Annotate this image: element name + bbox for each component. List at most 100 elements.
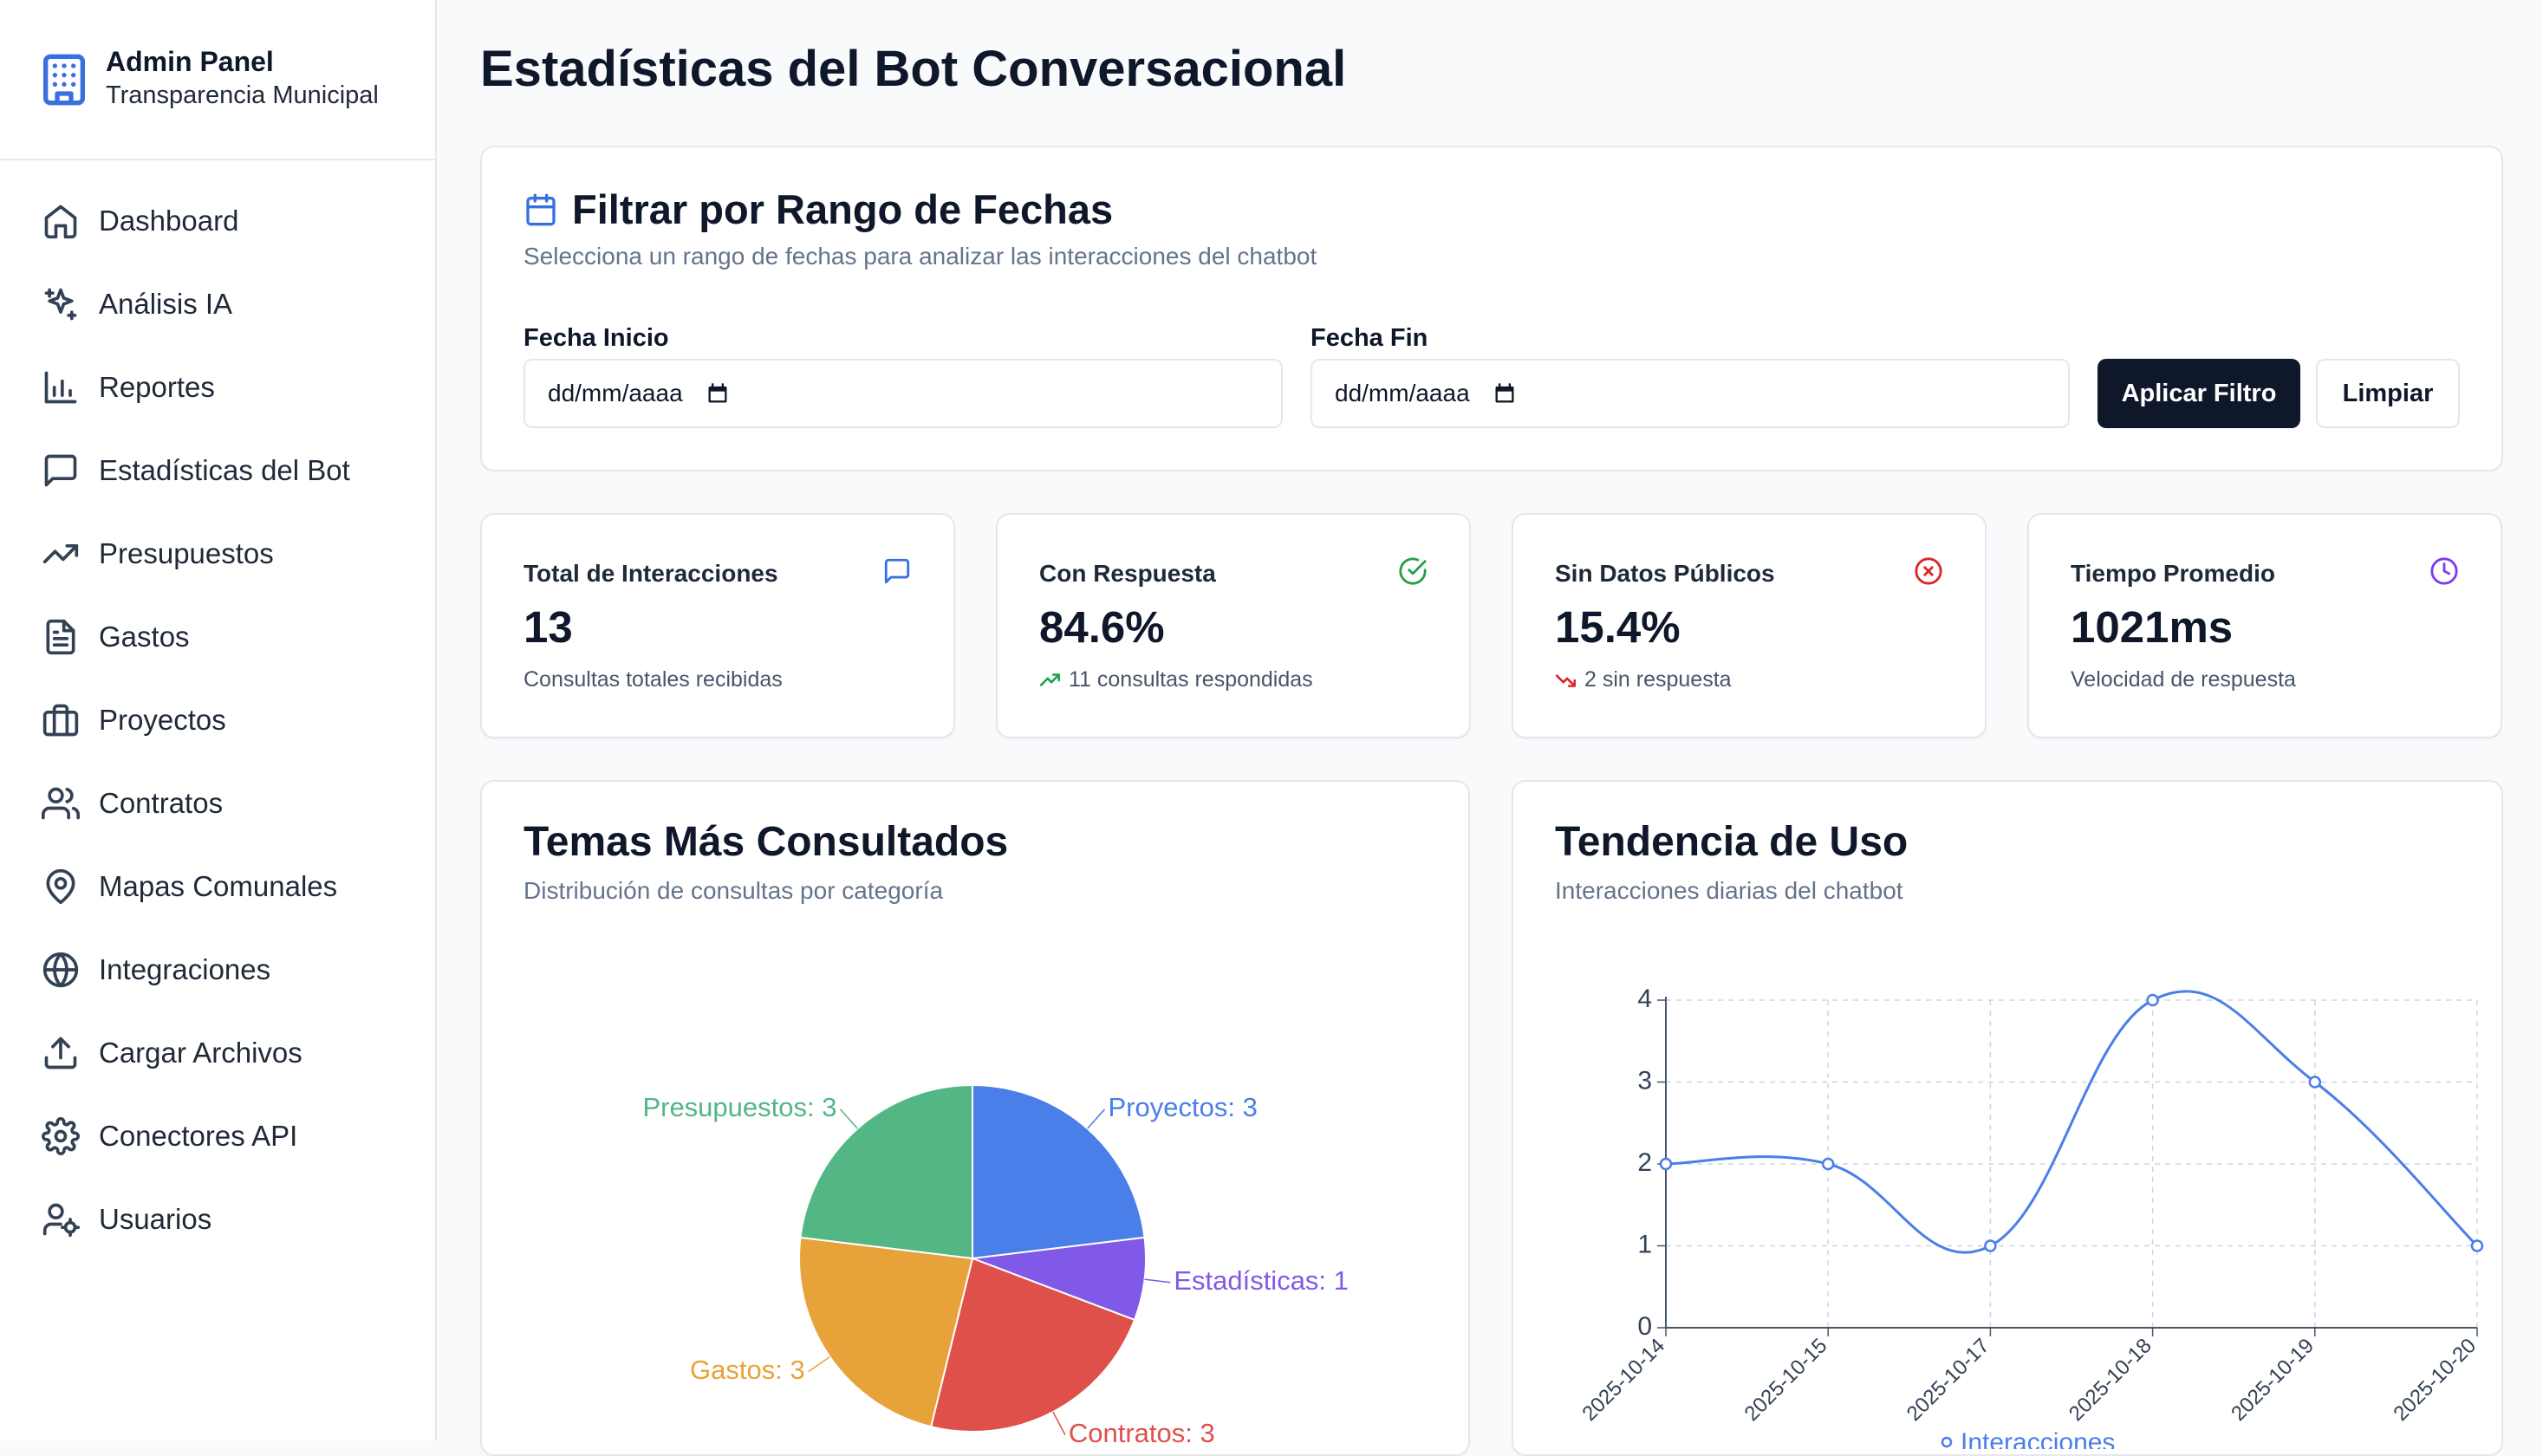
pie-label: Gastos: 3: [690, 1355, 805, 1385]
check-circle-icon: [1399, 557, 1427, 585]
stat-subtext: Velocidad de respuesta: [2071, 667, 2296, 692]
pie-label: Presupuestos: 3: [642, 1092, 836, 1122]
sidebar-item-label: Presupuestos: [99, 537, 274, 569]
pie-label-line: [808, 1355, 830, 1373]
pie-chart: Proyectos: 3 Estadísticas: 1 Contratos: 3 G…: [642, 1083, 1349, 1448]
pie-label-line: [839, 1108, 858, 1129]
x-circle-icon: [1915, 557, 1942, 585]
end-date-label: Fecha Fin: [1311, 324, 1428, 352]
data-point: [1659, 1157, 1673, 1171]
sidebar-item-analisis-ia[interactable]: Análisis IA: [0, 263, 435, 346]
x-tick-label: 2025-10-14: [1577, 1334, 1669, 1426]
y-tick-label: 2: [1637, 1148, 1652, 1177]
stat-subtext-label: Consultas totales recibidas: [524, 667, 783, 692]
end-date-input[interactable]: dd/mm/aaaa: [1311, 359, 2070, 428]
sidebar-item-dashboard[interactable]: Dashboard: [0, 179, 435, 263]
y-tick-label: 0: [1637, 1312, 1652, 1341]
date-filter-card: Filtrar por Rango de Fechas Selecciona u…: [480, 146, 2503, 471]
sidebar-item-label: Dashboard: [99, 205, 239, 237]
upload-icon: [44, 1037, 77, 1069]
stat-subtext-label: Velocidad de respuesta: [2071, 667, 2296, 692]
pie-slice-proyectos: [972, 1083, 1146, 1260]
start-date-input[interactable]: dd/mm/aaaa: [524, 359, 1283, 428]
y-tick-label: 1: [1637, 1230, 1652, 1258]
pie-slice-contratos: [929, 1257, 1136, 1433]
brand-subtitle: Transparencia Municipal: [106, 81, 379, 110]
sidebar-item-conectores-api[interactable]: Conectores API: [0, 1095, 435, 1178]
filter-header: Filtrar por Rango de Fechas: [524, 185, 1113, 233]
calendar-picker-icon[interactable]: [1493, 381, 1517, 406]
clock-icon: [2430, 557, 2458, 585]
pie-slice-presupuestos: [799, 1083, 973, 1260]
legend-label: Interacciones: [1961, 1428, 2115, 1449]
bar-chart-icon: [44, 371, 77, 404]
user-cog-icon: [42, 1203, 80, 1238]
sidebar-item-label: Contratos: [99, 787, 224, 819]
legend-marker: [1941, 1436, 1953, 1448]
data-point: [2308, 1076, 2322, 1089]
globe-icon: [42, 952, 79, 988]
page-title: Estadísticas del Bot Conversacional: [480, 41, 1347, 97]
sidebar-item-label: Mapas Comunales: [99, 870, 338, 902]
pie-slice-gastos: [798, 1236, 974, 1428]
data-point: [1821, 1157, 1835, 1171]
stat-label: Total de Interacciones: [524, 560, 778, 587]
sidebar-item-integraciones[interactable]: Integraciones: [0, 928, 435, 1011]
pie-label-line: [1087, 1108, 1106, 1129]
stat-subtext: 2 sin respuesta: [1555, 667, 1732, 692]
home-icon: [44, 205, 77, 239]
sidebar-item-gastos[interactable]: Gastos: [0, 595, 435, 679]
sidebar-item-proyectos[interactable]: Proyectos: [0, 679, 435, 762]
sidebar-item-presupuestos[interactable]: Presupuestos: [0, 512, 435, 595]
sidebar-item-label: Integraciones: [99, 953, 271, 985]
pie-slice-estadísticas: [972, 1236, 1147, 1322]
apply-filter-button[interactable]: Aplicar Filtro: [2097, 359, 2300, 428]
message-square-icon: [44, 454, 77, 487]
sidebar-item-label: Estadísticas del Bot: [99, 454, 350, 486]
pie-label-line: [1052, 1411, 1066, 1436]
sidebar-item-estadisticas-bot[interactable]: Estadísticas del Bot: [0, 429, 435, 512]
sidebar-item-reportes[interactable]: Reportes: [0, 346, 435, 429]
series-line-interacciones: [1665, 990, 2479, 1254]
sidebar: Admin Panel Transparencia Municipal Dash…: [0, 0, 437, 1440]
x-tick-label: 2025-10-20: [2389, 1334, 2481, 1426]
stat-value: 1021ms: [2071, 602, 2234, 652]
filter-title: Filtrar por Rango de Fechas: [572, 186, 1114, 232]
trending-up-icon: [42, 544, 79, 563]
start-date-value: dd/mm/aaaa: [548, 380, 683, 406]
start-date-label: Fecha Inicio: [524, 324, 669, 352]
sidebar-item-label: Cargar Archivos: [99, 1037, 302, 1069]
x-tick-label: 2025-10-18: [2065, 1334, 2156, 1426]
calendar-picker-icon[interactable]: [706, 381, 730, 406]
pie-label: Estadísticas: 1: [1174, 1265, 1349, 1296]
pie-label-line: [1144, 1278, 1171, 1284]
sidebar-item-usuarios[interactable]: Usuarios: [0, 1178, 435, 1261]
data-point: [2146, 993, 2159, 1007]
sidebar-nav: Dashboard Análisis IA Reportes Estadísti…: [0, 160, 435, 1261]
stat-card-tiempo: Tiempo Promedio 1021ms Velocidad de resp…: [2027, 513, 2502, 738]
data-point: [1984, 1239, 1997, 1252]
stat-card-total: Total de Interacciones 13 Consultas tota…: [480, 513, 955, 738]
pie-label: Proyectos: 3: [1109, 1092, 1258, 1122]
briefcase-icon: [42, 704, 79, 737]
pie-label: Contratos: 3: [1069, 1418, 1215, 1448]
sidebar-item-cargar-archivos[interactable]: Cargar Archivos: [0, 1011, 435, 1095]
trending-down-icon: [1555, 673, 1577, 687]
gear-icon: [42, 1117, 80, 1155]
chart-description: Distribución de consultas por categoría: [524, 877, 944, 904]
chart-description: Interacciones diarias del chatbot: [1555, 877, 1903, 904]
sidebar-item-mapas[interactable]: Mapas Comunales: [0, 845, 435, 928]
x-tick-label: 2025-10-17: [1902, 1334, 1994, 1426]
sparkles-icon: [44, 288, 77, 321]
users-icon: [42, 787, 80, 820]
x-tick-label: 2025-10-15: [1740, 1334, 1832, 1426]
sidebar-item-contratos[interactable]: Contratos: [0, 762, 435, 845]
line-chart: 0 1 2 3 4 2025-10-14 2025-10-15 2025-10-17 2025-…: [1577, 985, 2484, 1449]
chart-title: Temas Más Consultados: [524, 819, 1009, 865]
main-content: Estadísticas del Bot Conversacional Filt…: [437, 0, 2543, 1456]
clear-filter-button[interactable]: Limpiar: [2316, 359, 2460, 428]
y-tick-label: 4: [1637, 985, 1652, 1013]
sidebar-item-label: Conectores API: [99, 1120, 298, 1152]
usage-trend-card: Tendencia de Uso Interacciones diarias d…: [1512, 780, 2503, 1456]
stat-subtext: 11 consultas respondidas: [1039, 667, 1313, 692]
